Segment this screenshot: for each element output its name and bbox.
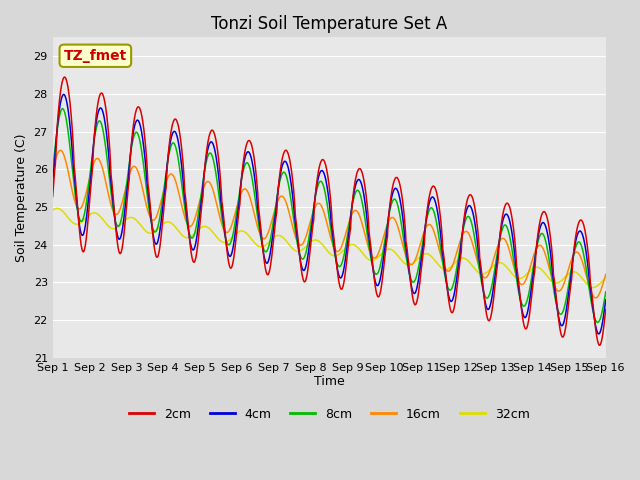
16cm [415, 245, 423, 251]
Title: Tonzi Soil Temperature Set A: Tonzi Soil Temperature Set A [211, 15, 447, 33]
4cm [595, 331, 603, 337]
4cm [415, 271, 423, 277]
Text: TZ_fmet: TZ_fmet [64, 49, 127, 63]
4cm [602, 297, 609, 303]
32cm [415, 254, 423, 260]
32cm [159, 221, 166, 227]
Line: 4cm: 4cm [52, 95, 605, 334]
Legend: 2cm, 4cm, 8cm, 16cm, 32cm: 2cm, 4cm, 8cm, 16cm, 32cm [124, 403, 534, 425]
2cm [602, 307, 609, 312]
4cm [488, 297, 495, 302]
16cm [536, 242, 544, 248]
32cm [49, 207, 56, 213]
32cm [234, 229, 242, 235]
8cm [172, 145, 180, 151]
Y-axis label: Soil Temperature (C): Soil Temperature (C) [15, 133, 28, 262]
Line: 8cm: 8cm [52, 108, 605, 323]
32cm [589, 285, 597, 290]
Line: 2cm: 2cm [52, 77, 605, 345]
16cm [49, 168, 56, 174]
4cm [172, 131, 180, 136]
8cm [159, 196, 166, 202]
8cm [594, 320, 602, 325]
8cm [488, 284, 495, 290]
16cm [234, 200, 242, 206]
8cm [234, 201, 242, 206]
4cm [536, 224, 544, 229]
16cm [56, 147, 64, 153]
4cm [234, 208, 242, 214]
2cm [49, 193, 56, 199]
16cm [602, 272, 609, 277]
4cm [49, 179, 56, 184]
4cm [159, 206, 166, 212]
8cm [602, 289, 609, 295]
16cm [592, 295, 600, 301]
2cm [61, 74, 68, 80]
4cm [60, 92, 68, 97]
16cm [159, 192, 166, 198]
8cm [49, 168, 56, 173]
2cm [596, 342, 604, 348]
32cm [53, 205, 61, 211]
2cm [488, 310, 495, 316]
2cm [415, 284, 423, 289]
Line: 16cm: 16cm [52, 150, 605, 298]
8cm [59, 106, 67, 111]
2cm [159, 219, 166, 225]
16cm [488, 263, 495, 269]
32cm [172, 225, 180, 231]
16cm [172, 180, 180, 185]
2cm [536, 216, 544, 222]
2cm [234, 217, 242, 223]
32cm [602, 275, 609, 281]
Line: 32cm: 32cm [52, 208, 605, 288]
8cm [536, 232, 544, 238]
X-axis label: Time: Time [314, 375, 344, 388]
32cm [536, 266, 544, 272]
32cm [488, 265, 495, 271]
2cm [172, 117, 180, 122]
8cm [415, 260, 423, 266]
